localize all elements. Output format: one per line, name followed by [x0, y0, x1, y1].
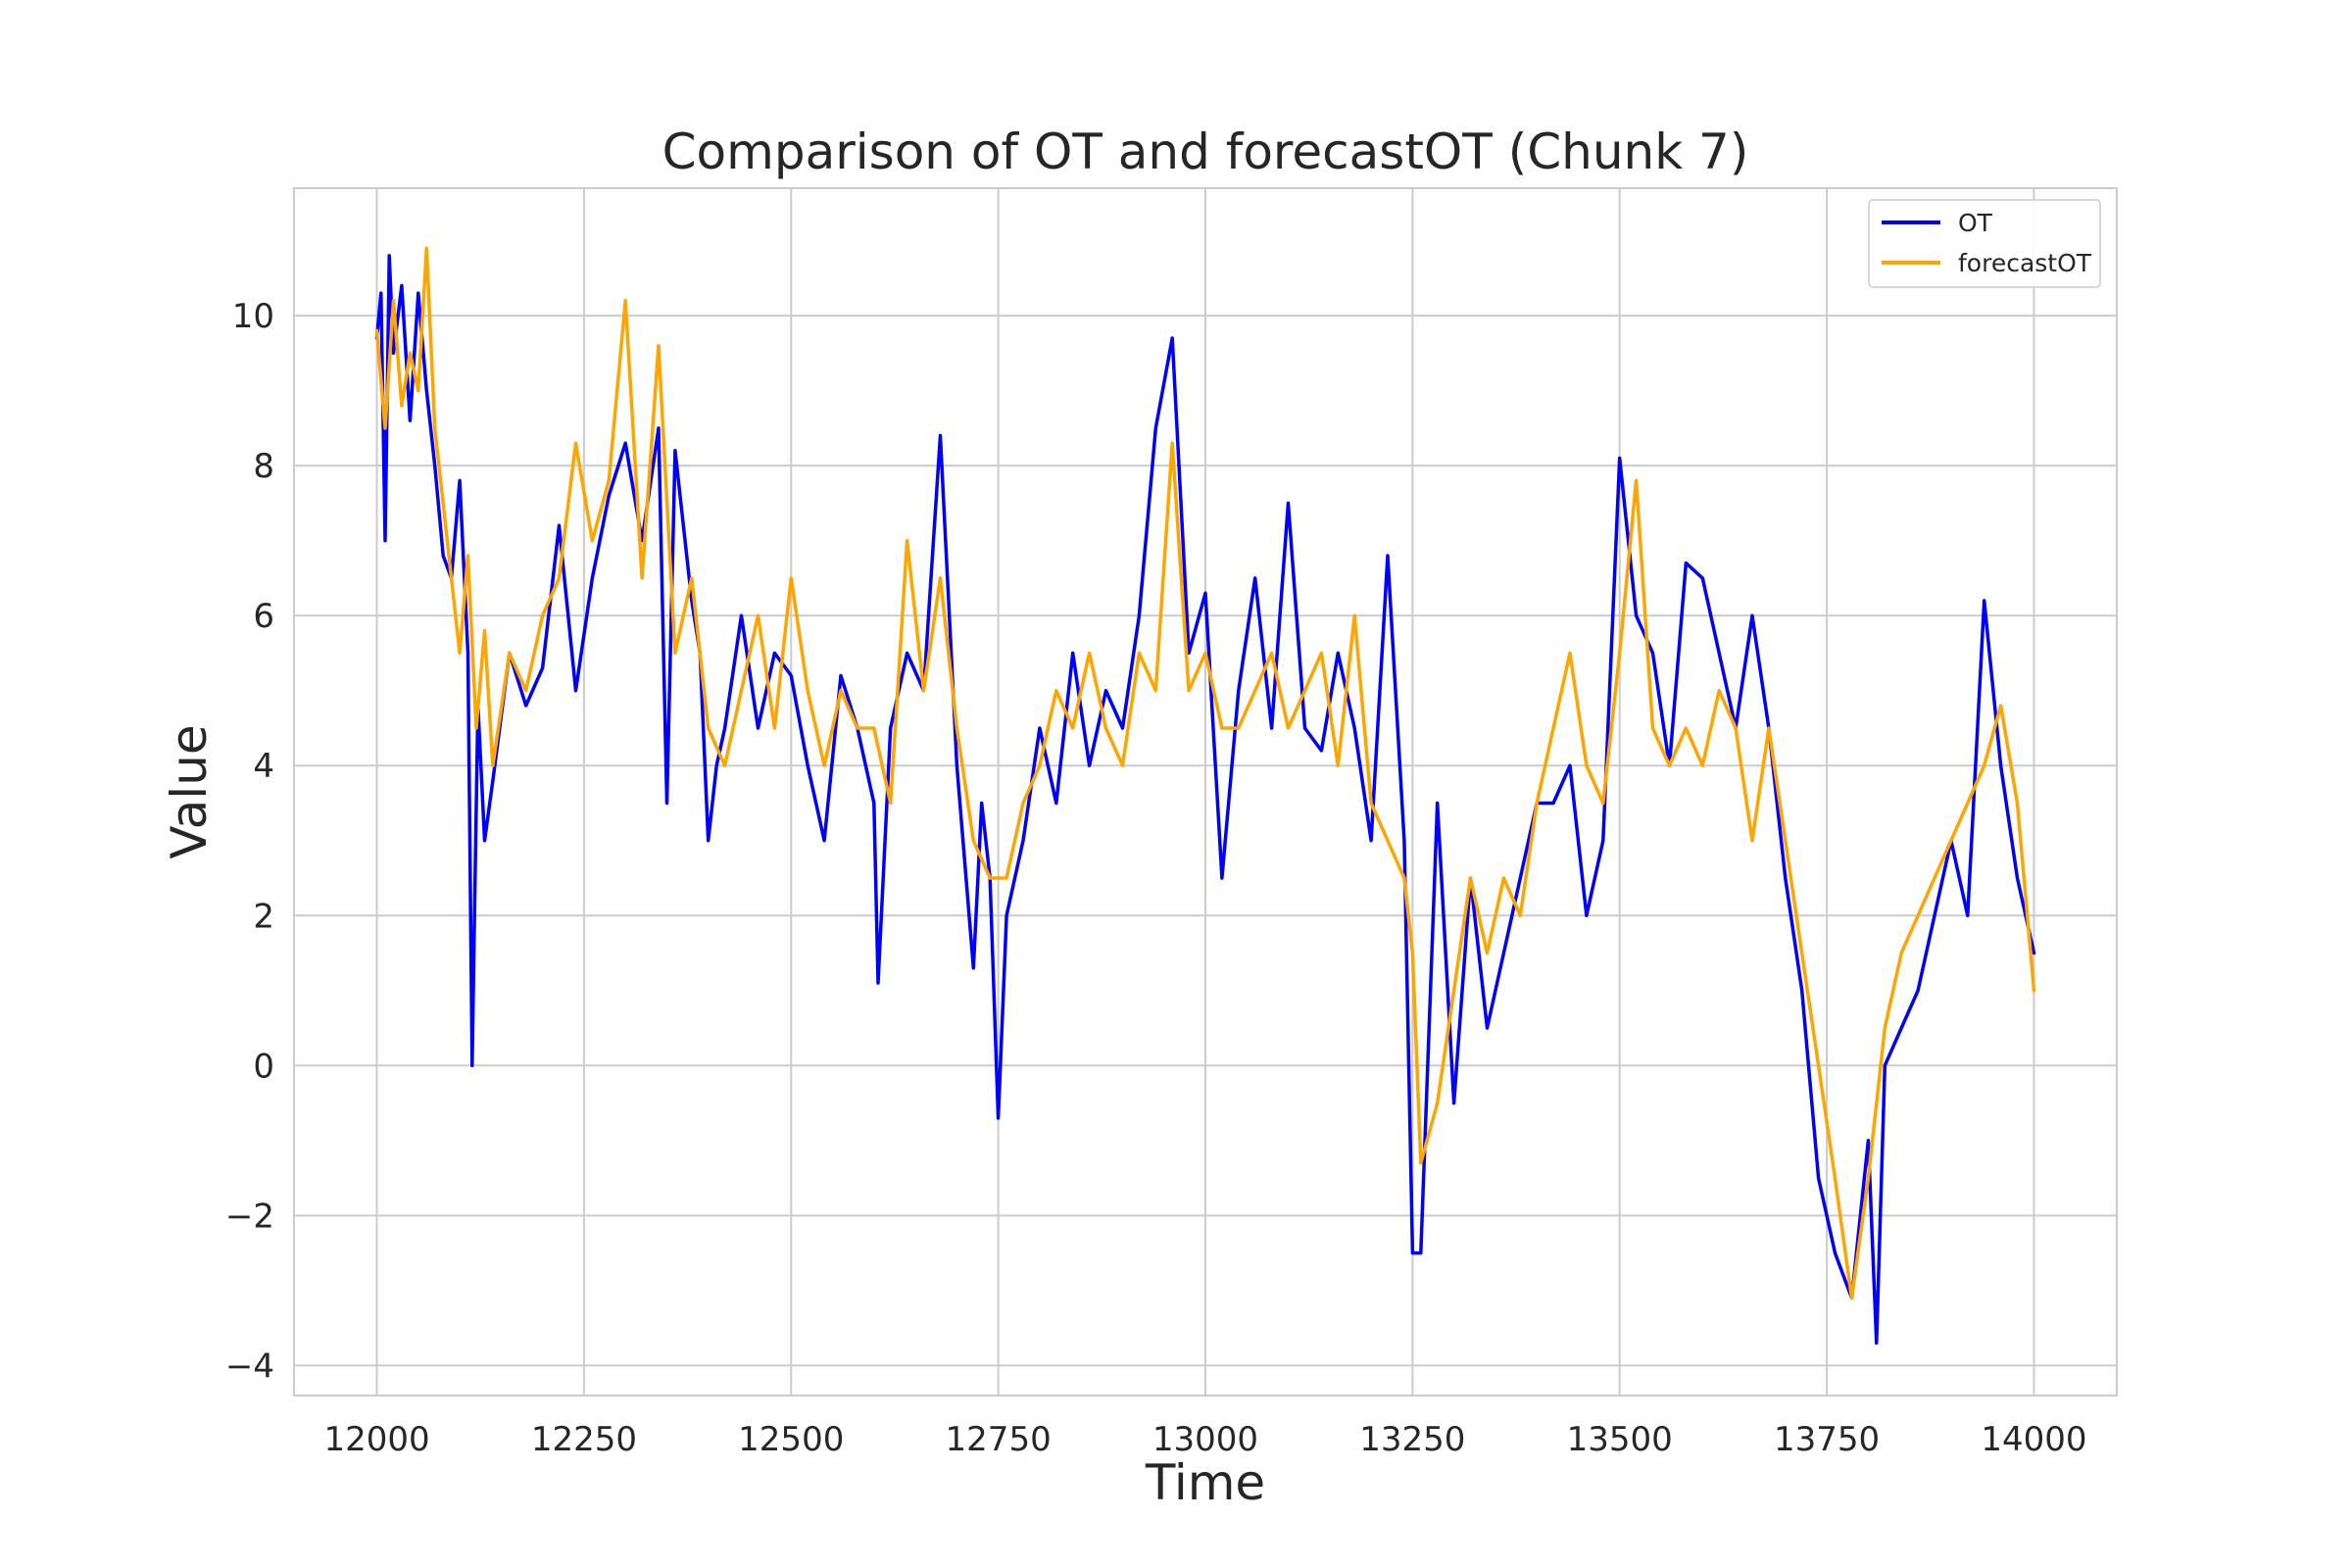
- x-axis: 12000 12250 12500 12750 13000 13250 13500 13750…: [323, 1420, 2086, 1459]
- x-tick-label: 12500: [738, 1420, 844, 1459]
- y-axis: −4 −2 0 2 4 6 8 10: [225, 297, 274, 1386]
- x-tick-label: 12750: [946, 1420, 1052, 1459]
- y-axis-label: Value: [161, 724, 218, 858]
- y-tick-label: 4: [253, 747, 274, 786]
- series-layer: [374, 246, 2036, 1346]
- x-axis-label: Time: [1145, 1454, 1265, 1511]
- chart-title: Comparison of OT and forecastOT (Chunk 7…: [662, 123, 1749, 180]
- y-tick-label: 8: [253, 447, 274, 486]
- y-tick-label: 0: [253, 1047, 274, 1086]
- y-tick-label: 2: [253, 897, 274, 936]
- x-tick-label: 13250: [1359, 1420, 1465, 1459]
- x-tick-label: 12250: [531, 1420, 637, 1459]
- legend-label-ot: OT: [1958, 209, 1993, 237]
- x-tick-label: 13750: [1774, 1420, 1880, 1459]
- x-tick-label: 12000: [323, 1420, 429, 1459]
- y-tick-label: −4: [225, 1347, 274, 1386]
- x-tick-label: 13500: [1567, 1420, 1673, 1459]
- series-line-ot: [374, 254, 2036, 1346]
- series-line-forecastot: [374, 246, 2036, 1300]
- x-tick-label: 13000: [1152, 1420, 1258, 1459]
- legend: OT forecastOT: [1868, 199, 2101, 288]
- y-tick-label: −2: [225, 1197, 274, 1236]
- legend-label-forecastot: forecastOT: [1958, 249, 2092, 277]
- x-tick-label: 14000: [1981, 1420, 2086, 1459]
- y-tick-label: 6: [253, 597, 274, 636]
- y-tick-label: 10: [232, 297, 274, 336]
